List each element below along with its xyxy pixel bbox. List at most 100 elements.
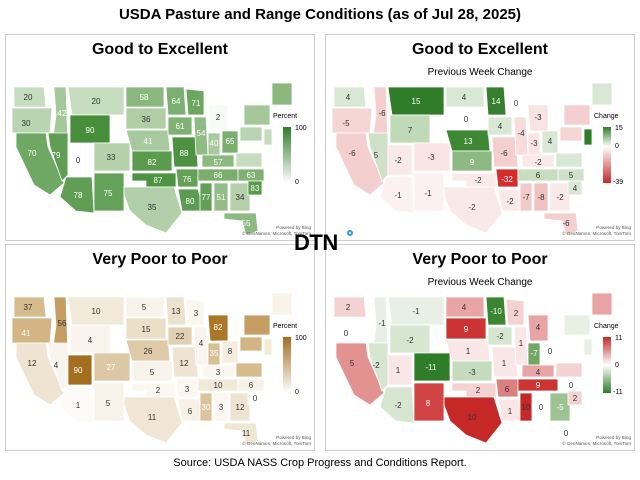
state-region bbox=[223, 212, 259, 236]
state-region bbox=[167, 326, 193, 346]
state-value-label: 1 bbox=[466, 347, 471, 356]
state-value-label: 4 bbox=[346, 93, 351, 102]
state-region bbox=[235, 362, 263, 378]
state-region bbox=[583, 338, 593, 356]
state-value-label: 0 bbox=[539, 403, 544, 412]
state-region bbox=[491, 346, 519, 378]
state-value-label: 8 bbox=[426, 399, 431, 408]
state-value-label: 10 bbox=[214, 381, 223, 390]
map-panel-very-poor-poor-change: Very Poor to Poor Previous Week Change 2… bbox=[325, 244, 635, 451]
state-region bbox=[485, 296, 507, 326]
state-value-label: -11 bbox=[426, 363, 438, 372]
state-value-label: 58 bbox=[140, 93, 149, 102]
state-value-label: 4 bbox=[88, 336, 93, 345]
state-region bbox=[175, 168, 199, 188]
state-value-label: 5 bbox=[142, 303, 147, 312]
state-value-label: 78 bbox=[74, 191, 83, 200]
state-region bbox=[495, 168, 519, 188]
state-region bbox=[123, 186, 183, 234]
legend-color-bar bbox=[603, 127, 611, 183]
state-region bbox=[125, 86, 165, 108]
state-region bbox=[559, 336, 583, 352]
state-value-label: -3 bbox=[468, 368, 476, 377]
state-value-label: 6 bbox=[536, 171, 541, 180]
state-value-label: 6 bbox=[249, 381, 254, 390]
state-value-label: 33 bbox=[107, 153, 116, 162]
state-value-label: 41 bbox=[144, 137, 153, 146]
state-value-label: 1 bbox=[519, 339, 524, 348]
map-panel-very-poor-poor: Very Poor to Poor 37 41 56 10 5 12 4 4 90 27 15 26 5… bbox=[5, 244, 315, 451]
state-value-label: 40 bbox=[210, 139, 219, 148]
state-value-label: -6 bbox=[378, 109, 386, 118]
state-region bbox=[591, 82, 613, 106]
state-value-label: 26 bbox=[144, 347, 153, 356]
state-region bbox=[495, 378, 519, 398]
state-region bbox=[165, 296, 187, 326]
state-region bbox=[557, 168, 585, 182]
state-value-label: 4 bbox=[462, 93, 467, 102]
state-region bbox=[185, 298, 205, 326]
state-value-label: 9 bbox=[470, 158, 475, 167]
legend-mid: 0 bbox=[615, 362, 619, 369]
panel-title: Good to Excellent bbox=[91, 41, 228, 58]
state-region bbox=[247, 390, 263, 406]
state-value-label: 88 bbox=[180, 149, 189, 158]
state-region bbox=[387, 354, 413, 386]
state-value-label: -5 bbox=[556, 403, 564, 412]
state-region bbox=[67, 86, 125, 116]
state-value-label: -2 bbox=[468, 203, 476, 212]
state-value-label: 82 bbox=[214, 323, 223, 332]
state-region bbox=[487, 326, 513, 346]
state-value-label: 2 bbox=[216, 113, 221, 122]
state-value-label: 5 bbox=[106, 399, 111, 408]
state-value-label: 0 bbox=[464, 115, 469, 124]
state-value-label: -6 bbox=[348, 149, 356, 158]
state-value-label: 2 bbox=[514, 309, 519, 318]
state-value-label: 82 bbox=[148, 158, 157, 167]
state-region bbox=[229, 392, 251, 422]
map-credit: Powered by Bing © GeoNames, Microsoft, To… bbox=[242, 435, 311, 446]
state-region bbox=[555, 362, 583, 378]
state-region bbox=[379, 176, 415, 214]
state-region bbox=[559, 126, 583, 142]
state-region bbox=[563, 104, 591, 126]
state-value-label: 3 bbox=[216, 368, 221, 377]
state-region bbox=[443, 186, 503, 234]
legend-min: 0 bbox=[295, 179, 299, 186]
state-region bbox=[223, 422, 259, 446]
state-region bbox=[335, 132, 385, 196]
state-value-label: 2 bbox=[156, 386, 161, 395]
state-value-label: 37 bbox=[24, 303, 33, 312]
state-region bbox=[591, 292, 613, 316]
state-region bbox=[15, 342, 65, 406]
state-value-label: -10 bbox=[490, 307, 502, 316]
state-region bbox=[59, 176, 95, 214]
state-region bbox=[199, 182, 213, 212]
state-value-label: 56 bbox=[58, 319, 67, 328]
state-region bbox=[47, 342, 69, 392]
state-region bbox=[167, 116, 193, 136]
state-region bbox=[567, 390, 583, 406]
state-value-label: 30 bbox=[22, 119, 31, 128]
state-region bbox=[13, 296, 47, 318]
state-value-label: 13 bbox=[172, 307, 181, 316]
state-value-label: 10 bbox=[92, 307, 101, 316]
state-region bbox=[333, 296, 367, 318]
state-value-label: 10 bbox=[522, 403, 531, 412]
state-value-label: 75 bbox=[104, 189, 113, 198]
state-value-label: 4 bbox=[548, 137, 553, 146]
state-region bbox=[125, 107, 167, 130]
state-region bbox=[445, 86, 485, 108]
panel-title: Good to Excellent bbox=[411, 41, 548, 58]
state-region bbox=[13, 86, 47, 108]
state-value-label: 20 bbox=[24, 93, 33, 102]
map-panel-good-excellent-change: Good to Excellent Previous Week Change 4… bbox=[325, 34, 635, 241]
state-region bbox=[213, 392, 229, 422]
state-value-label: 1 bbox=[76, 401, 81, 410]
state-region bbox=[247, 180, 263, 196]
state-region bbox=[237, 378, 265, 392]
state-region bbox=[125, 296, 165, 318]
state-value-label: 83 bbox=[251, 184, 260, 193]
legend-title: Percent bbox=[273, 323, 298, 330]
